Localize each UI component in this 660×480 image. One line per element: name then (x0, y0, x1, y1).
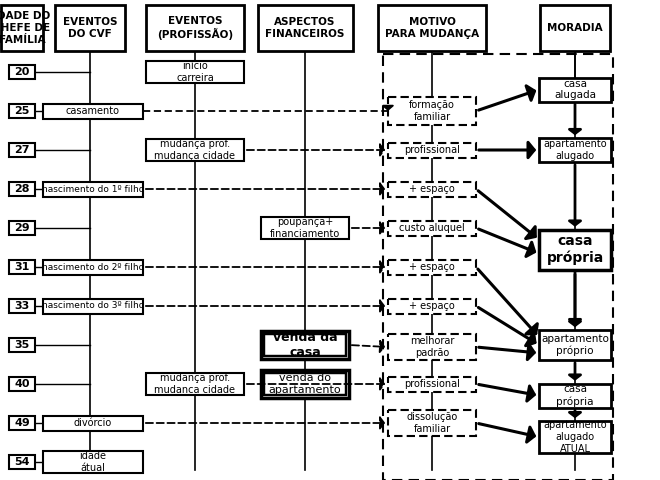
Text: MOTIVO
PARA MUDANÇA: MOTIVO PARA MUDANÇA (385, 17, 479, 39)
Text: casa
própria: casa própria (546, 234, 604, 265)
Bar (43, 299, 143, 313)
Bar (388, 220, 476, 236)
Bar (9, 182, 35, 196)
Text: 54: 54 (15, 457, 30, 467)
Bar (43, 451, 143, 473)
Text: ASPECTOS
FINANCEIROS: ASPECTOS FINANCEIROS (265, 17, 345, 39)
Text: dissolução
familiar: dissolução familiar (407, 412, 457, 434)
Text: 29: 29 (14, 223, 30, 233)
Bar (539, 138, 611, 162)
Bar (388, 334, 476, 360)
Bar (539, 77, 611, 101)
Text: MORADIA: MORADIA (547, 23, 603, 33)
Bar (146, 61, 244, 83)
Bar (539, 384, 611, 408)
Bar (146, 373, 244, 395)
Text: 27: 27 (15, 145, 30, 155)
Bar (388, 299, 476, 313)
Text: 49: 49 (14, 418, 30, 428)
Bar (257, 5, 352, 51)
Text: nascimento do 3º filho: nascimento do 3º filho (42, 301, 144, 311)
Bar (9, 338, 35, 352)
Bar (9, 221, 35, 235)
Text: 28: 28 (15, 184, 30, 194)
Text: apartamento
alugado
ATUAL: apartamento alugado ATUAL (543, 420, 607, 454)
Text: nascimento do 2º filho: nascimento do 2º filho (42, 263, 144, 272)
Bar (9, 299, 35, 313)
Text: + espaço: + espaço (409, 301, 455, 311)
Bar (378, 5, 486, 51)
Bar (9, 455, 35, 469)
Bar (1, 5, 43, 51)
Text: início
carreira: início carreira (176, 61, 214, 83)
Bar (388, 97, 476, 125)
Bar (9, 416, 35, 430)
Text: melhorar
padrão: melhorar padrão (410, 336, 454, 358)
Bar (146, 5, 244, 51)
Text: mudança prof.
mudanca cidade: mudança prof. mudanca cidade (154, 373, 236, 395)
Text: mudança prof.
mudança cidade: mudança prof. mudança cidade (154, 139, 236, 161)
Text: divórcio: divórcio (74, 418, 112, 428)
Bar (539, 330, 611, 360)
Bar (264, 334, 346, 356)
Text: idade
átual: idade átual (79, 451, 106, 473)
Text: casa
alugada: casa alugada (554, 79, 596, 100)
Bar (9, 377, 35, 391)
Bar (388, 410, 476, 436)
Text: 31: 31 (15, 262, 30, 272)
Bar (388, 181, 476, 196)
Bar (43, 260, 143, 275)
Text: IDADE DO
CHEFE DE
FAMÍLIA: IDADE DO CHEFE DE FAMÍLIA (0, 12, 51, 45)
Text: + espaço: + espaço (409, 262, 455, 272)
Text: formação
familiar: formação familiar (409, 100, 455, 122)
Text: 40: 40 (15, 379, 30, 389)
Text: apartamento
próprio: apartamento próprio (541, 334, 609, 356)
Bar (9, 143, 35, 157)
Text: profissional: profissional (404, 145, 460, 155)
Text: poupança+
financiamento: poupança+ financiamento (270, 217, 340, 239)
Text: EVENTOS
DO CVF: EVENTOS DO CVF (63, 17, 117, 39)
Text: casamento: casamento (66, 106, 120, 116)
Text: + espaço: + espaço (409, 184, 455, 194)
Bar (383, 54, 613, 480)
Bar (43, 104, 143, 119)
Text: 25: 25 (15, 106, 30, 116)
Bar (388, 260, 476, 275)
Bar (261, 370, 349, 398)
Bar (540, 5, 610, 51)
Bar (9, 104, 35, 118)
Text: venda da
casa: venda da casa (273, 331, 337, 359)
Text: nascimento do 1º filho: nascimento do 1º filho (42, 184, 144, 193)
Text: custo aluquel: custo aluquel (399, 223, 465, 233)
Bar (539, 421, 611, 453)
Text: casa
própria: casa própria (556, 384, 594, 407)
Bar (9, 260, 35, 274)
Bar (43, 181, 143, 196)
Bar (264, 373, 346, 395)
Bar (388, 143, 476, 157)
Text: EVENTOS
(PROFISSÃO): EVENTOS (PROFISSÃO) (157, 16, 233, 40)
Text: 33: 33 (15, 301, 30, 311)
Bar (146, 139, 244, 161)
Bar (43, 416, 143, 431)
Bar (9, 65, 35, 79)
Bar (261, 217, 349, 239)
Text: venda do
apartamento: venda do apartamento (269, 373, 341, 395)
Text: 35: 35 (15, 340, 30, 350)
Bar (55, 5, 125, 51)
Bar (539, 229, 611, 269)
Text: 20: 20 (15, 67, 30, 77)
Text: profissional: profissional (404, 379, 460, 389)
Bar (388, 376, 476, 392)
Text: apartamento
alugado: apartamento alugado (543, 139, 607, 161)
Bar (261, 331, 349, 359)
